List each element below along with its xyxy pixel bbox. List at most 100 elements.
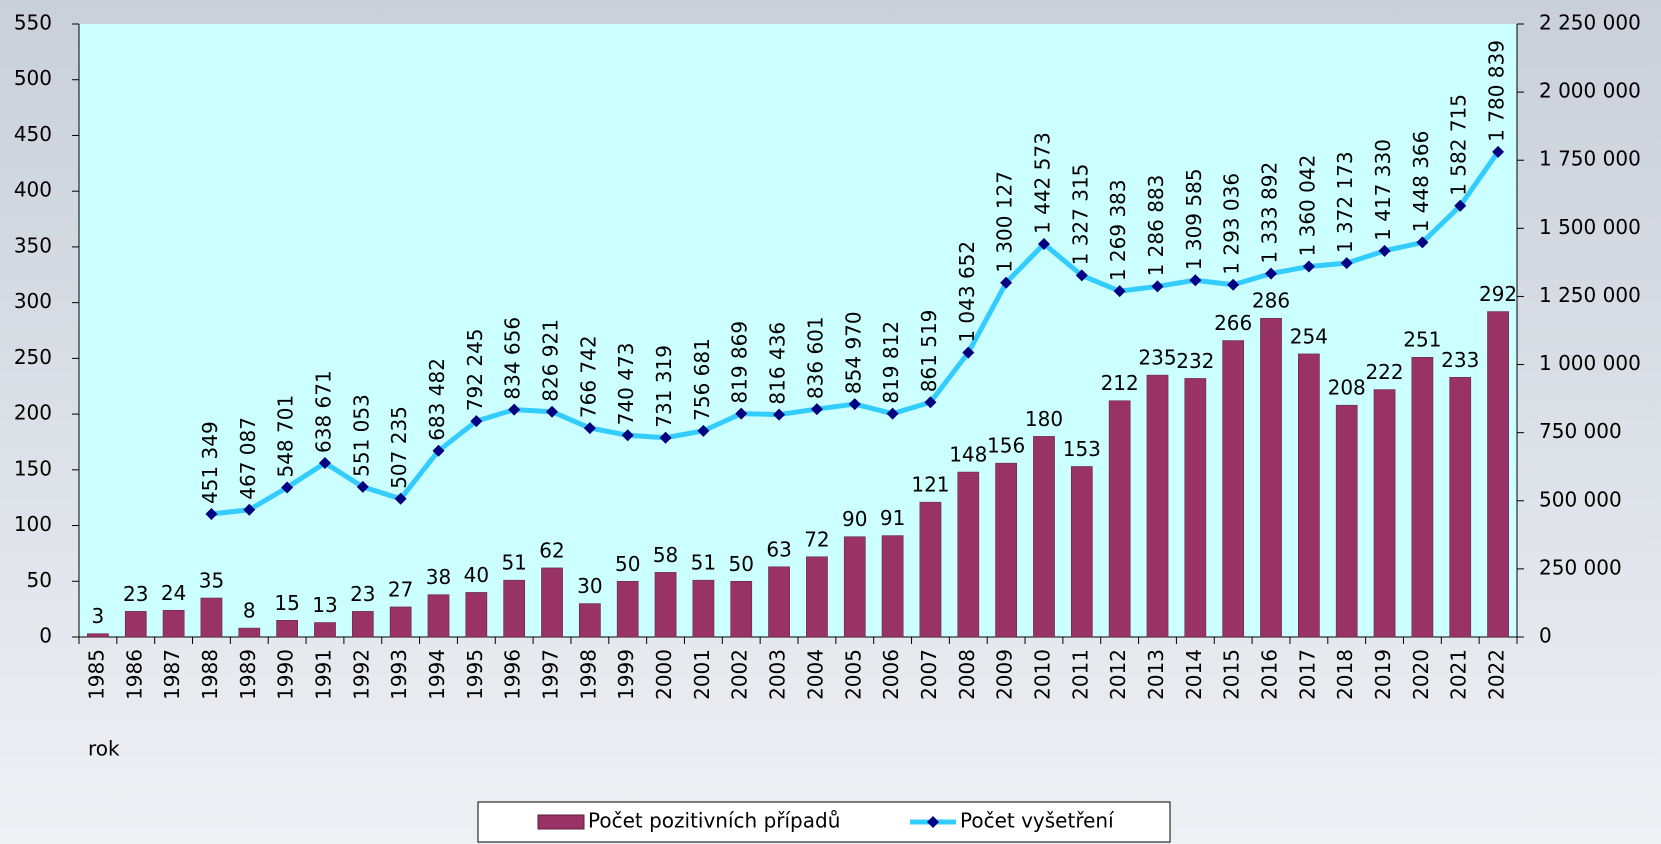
line-value-label: 766 742 [576, 335, 600, 418]
bar [87, 633, 109, 638]
bar-value-label: 286 [1252, 289, 1290, 313]
y-tick-label: 400 [14, 178, 52, 202]
marker [432, 444, 445, 457]
line-value-label: 731 319 [652, 345, 676, 428]
y2-tick-label: 2 000 000 [1539, 79, 1641, 103]
x-tick-label: 2014 [1182, 649, 1206, 700]
marker [356, 480, 369, 493]
line-value-label: 756 681 [690, 338, 714, 421]
bar [730, 581, 753, 638]
line-value-label: 451 349 [198, 421, 222, 504]
y2-tick-label: 0 [1539, 624, 1552, 648]
bar [1146, 374, 1169, 638]
marker [1227, 278, 1240, 291]
x-tick-label: 1988 [198, 649, 222, 700]
line-value-label: 819 869 [728, 321, 752, 404]
bar [351, 611, 374, 638]
x-tick-label: 2007 [917, 649, 941, 700]
line-value-label: 548 701 [274, 395, 298, 478]
x-tick-label: 2006 [879, 649, 903, 700]
line-value-label: 1 043 652 [955, 241, 979, 343]
y-tick-label: 300 [14, 289, 52, 313]
bar-value-label: 24 [161, 581, 186, 605]
line-value-label: 854 970 [841, 311, 865, 394]
line-value-label: 1 300 127 [993, 171, 1017, 273]
bar-value-label: 72 [804, 527, 829, 551]
bar [162, 610, 185, 638]
x-tick-label: 1999 [614, 649, 638, 700]
marker [1454, 199, 1467, 212]
bar-value-label: 212 [1101, 371, 1139, 395]
marker [1416, 236, 1429, 249]
x-tick-label: 2018 [1333, 649, 1357, 700]
x-tick-label: 1997 [539, 649, 563, 700]
x-tick-label: 1990 [274, 649, 298, 700]
line-value-label: 683 482 [425, 358, 449, 441]
legend [477, 801, 1171, 843]
bar [276, 620, 298, 638]
bar [1033, 436, 1055, 638]
bar [692, 579, 715, 638]
line-value-label: 834 656 [501, 317, 525, 400]
bar-value-label: 35 [199, 568, 224, 592]
marker [205, 508, 218, 521]
line-value-label: 819 812 [879, 321, 903, 404]
line-value-label: 1 448 366 [1409, 131, 1433, 233]
bar [1449, 377, 1472, 638]
bar [1411, 356, 1434, 638]
bar-value-label: 63 [766, 537, 791, 561]
marker [1151, 280, 1164, 293]
y2-tick-label: 1 750 000 [1539, 147, 1641, 171]
marker [583, 422, 596, 435]
y-tick-label: 100 [14, 512, 52, 536]
marker [1037, 237, 1050, 250]
bar-value-label: 91 [880, 506, 905, 530]
legend-label: Počet vyšetření [960, 809, 1115, 833]
x-tick-label: 1996 [501, 649, 525, 700]
x-tick-label: 2011 [1068, 649, 1092, 700]
bar-value-label: 292 [1479, 282, 1517, 306]
line-value-label: 1 333 892 [1258, 162, 1282, 264]
bar-value-label: 38 [426, 565, 451, 589]
bar [579, 603, 601, 638]
line-value-label: 861 519 [917, 310, 941, 393]
x-tick-label: 2002 [728, 649, 752, 700]
x-tick-label: 1986 [122, 649, 146, 700]
x-tick-label: 2005 [841, 649, 865, 700]
bar-value-label: 13 [312, 593, 337, 617]
marker [773, 408, 786, 421]
y-tick-label: 200 [14, 401, 52, 425]
marker [1340, 257, 1353, 270]
bar-value-label: 50 [729, 552, 754, 576]
marker [318, 456, 331, 469]
marker [810, 403, 823, 416]
bar-value-label: 3 [92, 604, 105, 628]
bar [503, 579, 526, 638]
line-value-label: 826 921 [539, 319, 563, 402]
x-tick-label: 2019 [1371, 649, 1395, 700]
bar [881, 535, 904, 638]
marker [546, 405, 559, 418]
bar-value-label: 30 [577, 574, 602, 598]
marker [621, 429, 634, 442]
line-value-label: 1 327 315 [1068, 164, 1092, 266]
bar [919, 501, 942, 638]
bar-value-label: 233 [1441, 348, 1479, 372]
y2-tick-label: 1 000 000 [1539, 351, 1641, 375]
x-tick-label: 2003 [766, 649, 790, 700]
marker [281, 481, 294, 494]
x-tick-label: 2020 [1409, 649, 1433, 700]
y-tick-label: 150 [14, 456, 52, 480]
bar [1070, 466, 1093, 638]
line-value-label: 740 473 [614, 343, 638, 426]
bar-value-label: 23 [123, 582, 148, 606]
line-value-label: 1 417 330 [1371, 139, 1395, 241]
line-value-label: 1 293 036 [1220, 173, 1244, 275]
bar [1260, 317, 1282, 638]
bar-value-label: 208 [1328, 376, 1366, 400]
marker [735, 407, 748, 420]
bar [957, 471, 980, 638]
bar-value-label: 266 [1214, 311, 1252, 335]
marker [1000, 276, 1013, 289]
